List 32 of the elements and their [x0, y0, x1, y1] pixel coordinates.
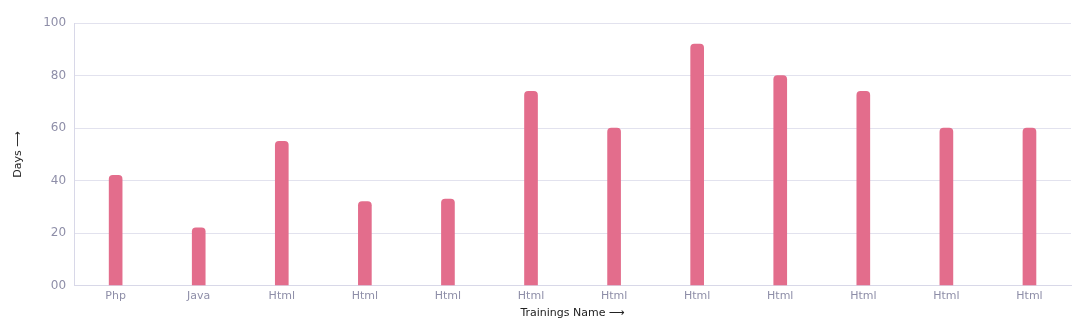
- bar: [607, 127, 621, 286]
- x-tick-label: Java: [186, 289, 211, 303]
- x-tick-label: Html: [683, 289, 711, 303]
- bar: [690, 43, 704, 286]
- x-tick-label: Html: [434, 289, 462, 303]
- bar: [441, 198, 455, 286]
- y-tick-label: 60: [50, 120, 67, 135]
- bar: [856, 91, 871, 286]
- x-tick-label: Html: [600, 289, 628, 303]
- x-tick-label: Html: [268, 289, 295, 303]
- x-axis-title: Trainings Name ⟶: [519, 306, 625, 320]
- y-axis-title: Days ⟶: [11, 130, 25, 178]
- bar: [108, 175, 123, 286]
- y-tick-label: 40: [50, 172, 67, 187]
- y-tick-label: 00: [50, 277, 67, 292]
- x-tick-label: Html: [517, 289, 545, 303]
- bar: [773, 75, 788, 286]
- bar: [524, 91, 538, 286]
- x-tick-label: Html: [1016, 289, 1043, 303]
- x-tick-label: Html: [767, 289, 794, 303]
- x-tick-label: Php: [105, 289, 126, 303]
- x-tick-label: Html: [933, 289, 960, 303]
- x-tick-label: Html: [351, 289, 379, 303]
- y-tick-label: 20: [50, 225, 67, 240]
- x-tick-label: Html: [850, 289, 877, 303]
- bar: [358, 201, 372, 286]
- bar: [939, 127, 954, 286]
- bar: [191, 227, 206, 286]
- bar: [274, 140, 289, 286]
- y-tick-label: 80: [50, 67, 67, 82]
- bar: [1022, 127, 1037, 286]
- y-tick-label: 100: [43, 15, 67, 30]
